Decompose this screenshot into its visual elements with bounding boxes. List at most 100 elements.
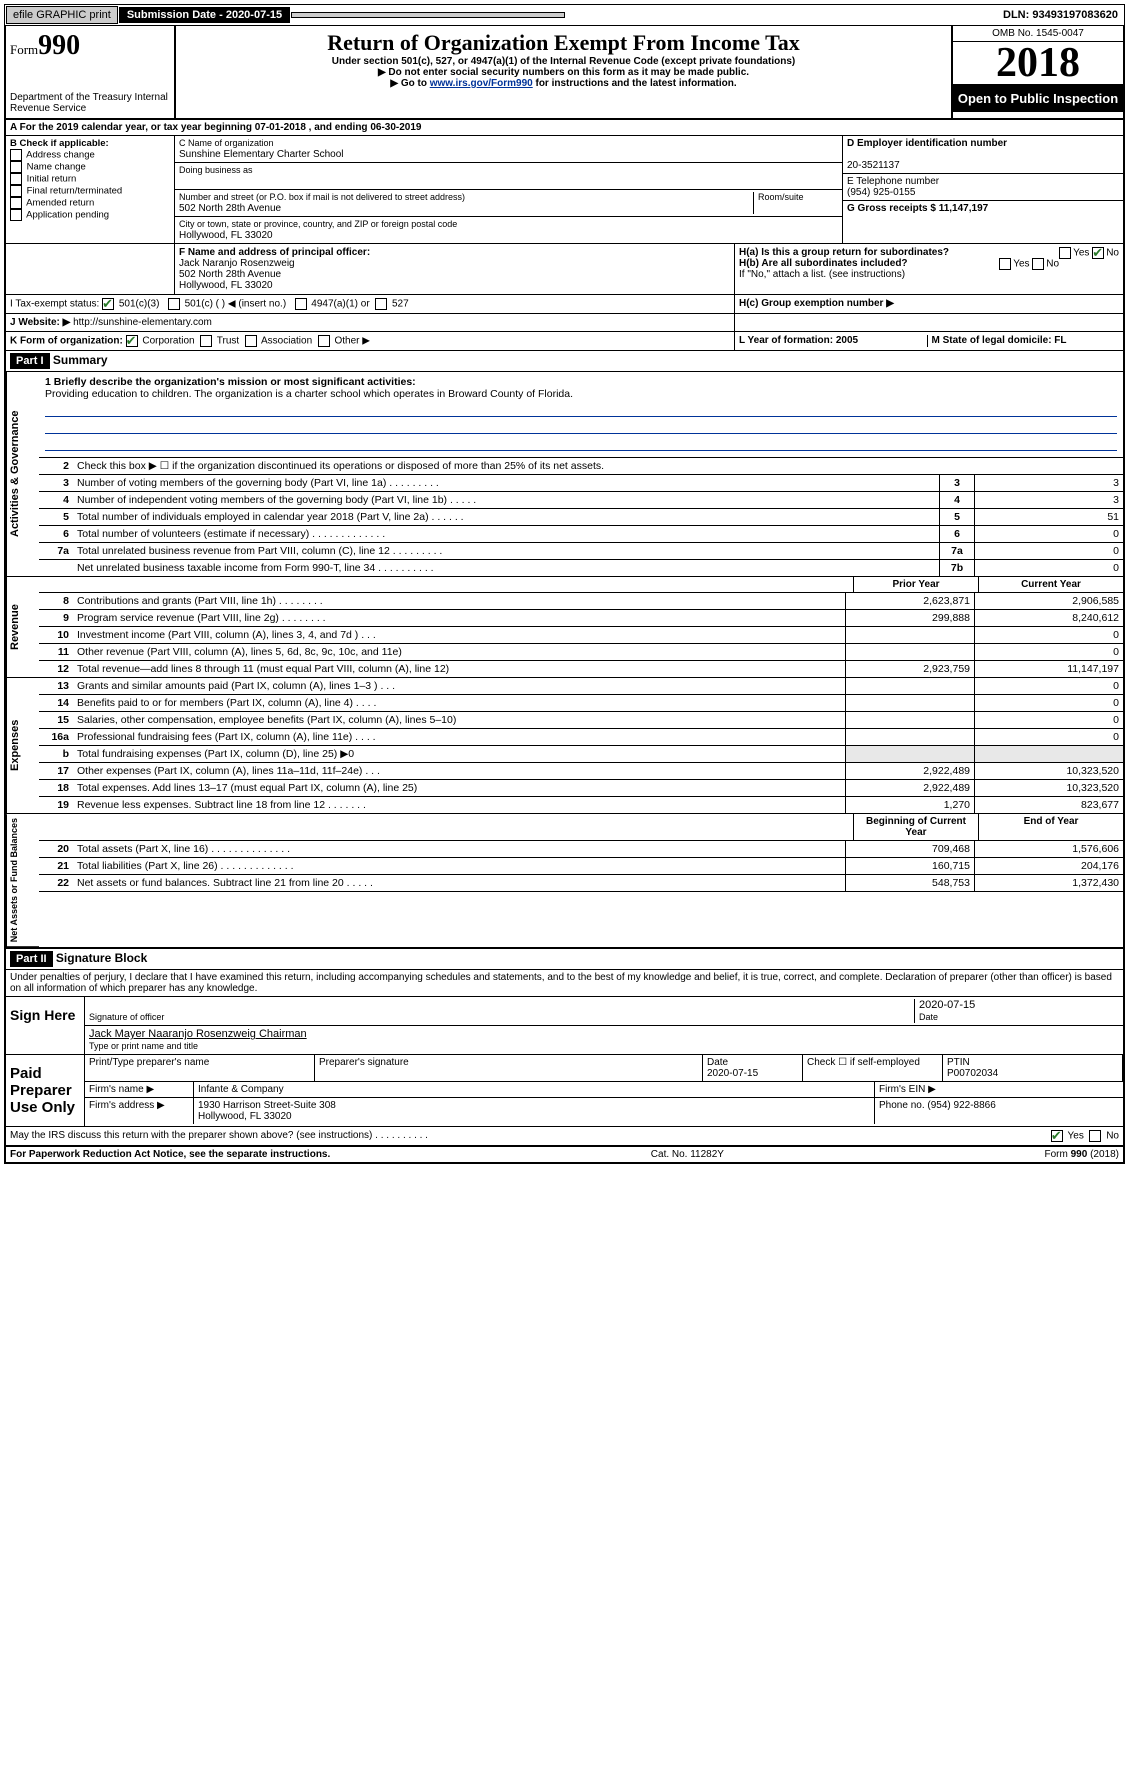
- header-center: Return of Organization Exempt From Incom…: [176, 26, 951, 118]
- table-row: 12Total revenue—add lines 8 through 11 (…: [39, 661, 1123, 678]
- header-right: OMB No. 1545-0047 2018 Open to Public In…: [951, 26, 1123, 118]
- officer-name: Jack Mayer Naaranjo Rosenzweig Chairman: [89, 1028, 307, 1040]
- mission-text: Providing education to children. The org…: [45, 388, 573, 400]
- part2-header: Part II: [10, 951, 53, 967]
- checkbox-name-change[interactable]: [10, 161, 22, 173]
- footer: For Paperwork Reduction Act Notice, see …: [6, 1147, 1123, 1162]
- perjury-statement: Under penalties of perjury, I declare th…: [6, 970, 1123, 997]
- col-d-ein: D Employer identification number 20-3521…: [843, 136, 1123, 243]
- part1-title-row: Part I Summary: [6, 351, 1123, 372]
- table-row: 13Grants and similar amounts paid (Part …: [39, 678, 1123, 695]
- cb-501c[interactable]: [168, 298, 180, 310]
- discuss-row: May the IRS discuss this return with the…: [6, 1127, 1123, 1147]
- checkbox-application-pending[interactable]: [10, 209, 22, 221]
- discuss-yes[interactable]: [1051, 1130, 1063, 1142]
- dept-treasury: Department of the Treasury Internal Reve…: [10, 92, 170, 114]
- mid-rows: F Name and address of principal officer:…: [6, 244, 1123, 351]
- table-row: 20Total assets (Part X, line 16) . . . .…: [39, 841, 1123, 858]
- cb-527[interactable]: [375, 298, 387, 310]
- org-name: Sunshine Elementary Charter School: [179, 149, 344, 160]
- section-bcd: B Check if applicable: Address change Na…: [6, 136, 1123, 244]
- side-governance: Activities & Governance: [6, 372, 39, 577]
- mission-block: 1 Briefly describe the organization's mi…: [39, 372, 1123, 457]
- end-year-header: End of Year: [978, 814, 1123, 840]
- part1-header: Part I: [10, 353, 50, 369]
- open-public-badge: Open to Public Inspection: [953, 85, 1123, 112]
- table-row: 6Total number of volunteers (estimate if…: [39, 526, 1123, 543]
- form-word: Form: [10, 42, 38, 57]
- summary-net-assets: Net Assets or Fund Balances Beginning of…: [6, 814, 1123, 947]
- table-row: 18Total expenses. Add lines 13–17 (must …: [39, 780, 1123, 797]
- ha-no[interactable]: [1092, 247, 1104, 259]
- table-row: 9Program service revenue (Part VIII, lin…: [39, 610, 1123, 627]
- form-header: Form990 Department of the Treasury Inter…: [6, 26, 1123, 120]
- subtitle-2: ▶ Do not enter social security numbers o…: [180, 67, 947, 78]
- cb-assoc[interactable]: [245, 335, 257, 347]
- table-row: 11Other revenue (Part VIII, column (A), …: [39, 644, 1123, 661]
- cb-other[interactable]: [318, 335, 330, 347]
- firm-name: Infante & Company: [193, 1082, 874, 1097]
- paid-preparer-row: Paid Preparer Use Only Print/Type prepar…: [6, 1055, 1123, 1127]
- table-row: bTotal fundraising expenses (Part IX, co…: [39, 746, 1123, 763]
- firm-phone: (954) 922-8866: [927, 1100, 995, 1111]
- table-row: 3Number of voting members of the governi…: [39, 475, 1123, 492]
- col-c-org-info: C Name of organization Sunshine Elementa…: [175, 136, 843, 243]
- begin-year-header: Beginning of Current Year: [853, 814, 978, 840]
- paperwork-notice: For Paperwork Reduction Act Notice, see …: [10, 1149, 330, 1160]
- row-a-tax-year: A For the 2019 calendar year, or tax yea…: [6, 120, 1123, 136]
- ptin-value: P00702034: [947, 1068, 998, 1079]
- table-row: 10Investment income (Part VIII, column (…: [39, 627, 1123, 644]
- table-row: 7aTotal unrelated business revenue from …: [39, 543, 1123, 560]
- cb-4947[interactable]: [295, 298, 307, 310]
- ein-value: 20-3521137: [847, 160, 900, 171]
- checkbox-final-return[interactable]: [10, 185, 22, 197]
- cb-corp[interactable]: [126, 335, 138, 347]
- dln-label: DLN: 93493197083620: [1003, 9, 1124, 21]
- hb-yes[interactable]: [999, 258, 1011, 270]
- form-container: Form990 Department of the Treasury Inter…: [4, 26, 1125, 1164]
- cb-501c3[interactable]: [102, 298, 114, 310]
- paid-preparer-label: Paid Preparer Use Only: [6, 1055, 85, 1126]
- submission-date: Submission Date - 2020-07-15: [119, 7, 290, 23]
- form-footer: Form 990 (2018): [1045, 1149, 1119, 1160]
- website-link[interactable]: http://sunshine-elementary.com: [73, 317, 212, 328]
- org-address: 502 North 28th Avenue: [179, 203, 281, 214]
- cat-number: Cat. No. 11282Y: [651, 1149, 724, 1160]
- hb-no[interactable]: [1032, 258, 1044, 270]
- current-year-header: Current Year: [978, 577, 1123, 592]
- table-row: 16aProfessional fundraising fees (Part I…: [39, 729, 1123, 746]
- col-b-checkboxes: B Check if applicable: Address change Na…: [6, 136, 175, 243]
- phone-value: (954) 925-0155: [847, 187, 915, 198]
- subtitle-1: Under section 501(c), 527, or 4947(a)(1)…: [180, 56, 947, 67]
- form-number: 990: [38, 30, 80, 61]
- sign-here-label: Sign Here: [6, 997, 85, 1054]
- side-net-assets: Net Assets or Fund Balances: [6, 814, 39, 947]
- prior-year-header: Prior Year: [853, 577, 978, 592]
- checkbox-address-change[interactable]: [10, 149, 22, 161]
- efile-print-button[interactable]: efile GRAPHIC print: [6, 6, 118, 24]
- summary-revenue: Revenue Prior Year Current Year 8Contrib…: [6, 577, 1123, 678]
- header-left: Form990 Department of the Treasury Inter…: [6, 26, 176, 118]
- cb-trust[interactable]: [200, 335, 212, 347]
- top-bar: efile GRAPHIC print Submission Date - 20…: [4, 4, 1125, 26]
- year-formation: L Year of formation: 2005: [739, 335, 927, 347]
- checkbox-amended[interactable]: [10, 197, 22, 209]
- blank-button: [291, 12, 565, 18]
- discuss-no[interactable]: [1089, 1130, 1101, 1142]
- table-row: Net unrelated business taxable income fr…: [39, 560, 1123, 577]
- sign-here-row: Sign Here Signature of officer 2020-07-1…: [6, 997, 1123, 1055]
- irs-link[interactable]: www.irs.gov/Form990: [430, 78, 533, 89]
- tax-year: 2018: [953, 42, 1123, 85]
- table-row: 15Salaries, other compensation, employee…: [39, 712, 1123, 729]
- form-title: Return of Organization Exempt From Incom…: [180, 30, 947, 56]
- subtitle-3: ▶ Go to www.irs.gov/Form990 for instruct…: [180, 78, 947, 89]
- table-row: 5Total number of individuals employed in…: [39, 509, 1123, 526]
- table-row: 21Total liabilities (Part X, line 26) . …: [39, 858, 1123, 875]
- ha-yes[interactable]: [1059, 247, 1071, 259]
- table-row: 8Contributions and grants (Part VIII, li…: [39, 593, 1123, 610]
- part2-title-row: Part II Signature Block: [6, 947, 1123, 970]
- table-row: 14Benefits paid to or for members (Part …: [39, 695, 1123, 712]
- table-row: 19Revenue less expenses. Subtract line 1…: [39, 797, 1123, 814]
- side-revenue: Revenue: [6, 577, 39, 678]
- checkbox-initial-return[interactable]: [10, 173, 22, 185]
